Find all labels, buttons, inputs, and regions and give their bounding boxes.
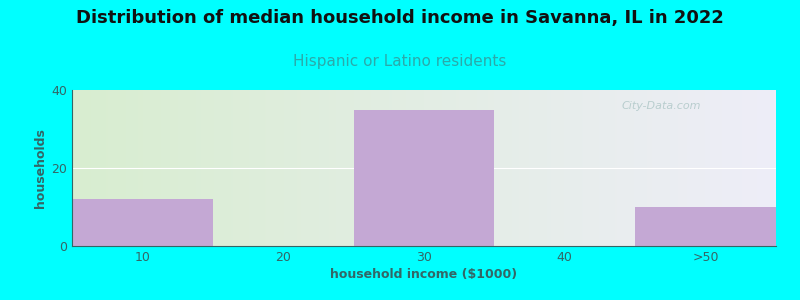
Text: City-Data.com: City-Data.com [621,101,701,111]
Bar [354,110,494,246]
Y-axis label: households: households [34,128,47,208]
Bar [635,207,776,246]
X-axis label: household income ($1000): household income ($1000) [330,268,518,281]
Text: Distribution of median household income in Savanna, IL in 2022: Distribution of median household income … [76,9,724,27]
Text: Hispanic or Latino residents: Hispanic or Latino residents [294,54,506,69]
Bar [72,199,213,246]
